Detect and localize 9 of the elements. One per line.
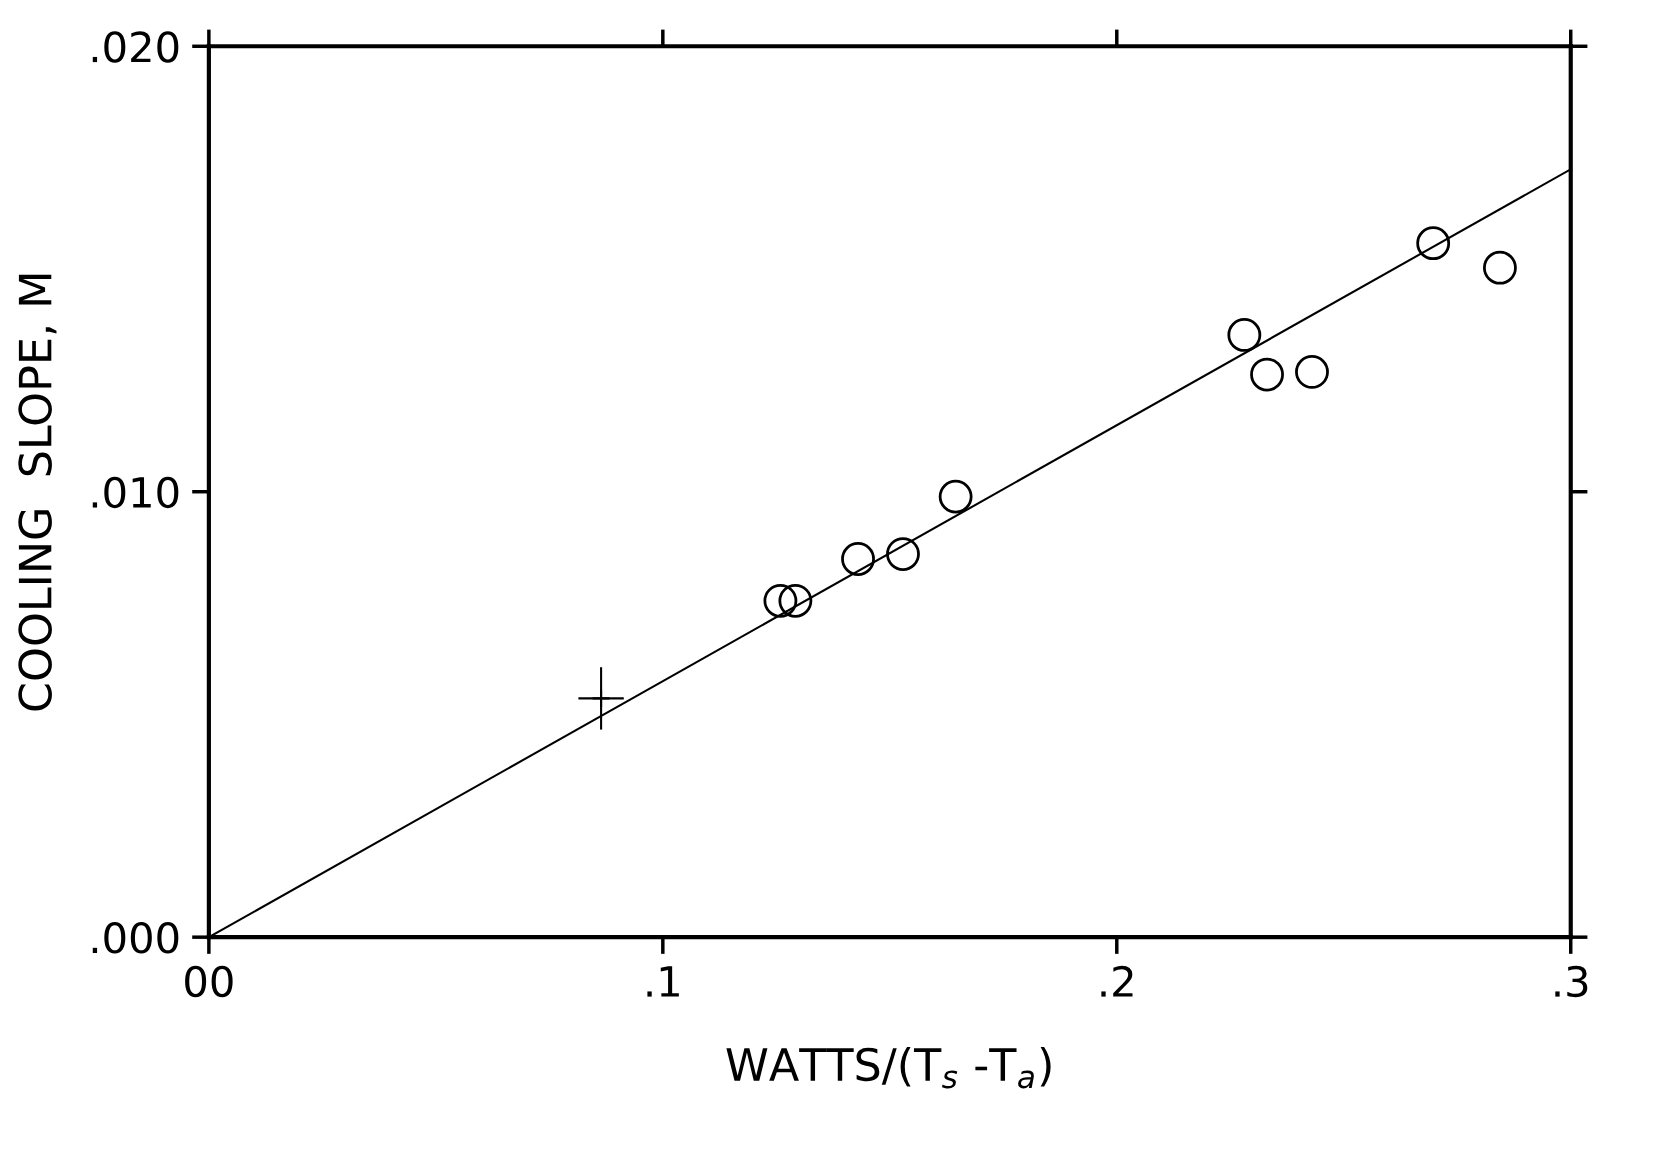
y-tick-label: .010: [92, 476, 179, 509]
x-tick-label: .1: [647, 966, 679, 997]
x-tick-label: 00: [185, 965, 233, 998]
y-tick-label: .020: [92, 31, 179, 63]
y-axis-title: COOLING SLOPE, M: [18, 274, 57, 711]
x-tick-label: .3: [1555, 965, 1588, 998]
y-tick-label: .000: [92, 922, 179, 954]
x-axis-title: WATTS/(T$_{s}$ -T$_{a}$): [726, 1046, 1051, 1089]
x-tick-label: .2: [1101, 965, 1133, 997]
